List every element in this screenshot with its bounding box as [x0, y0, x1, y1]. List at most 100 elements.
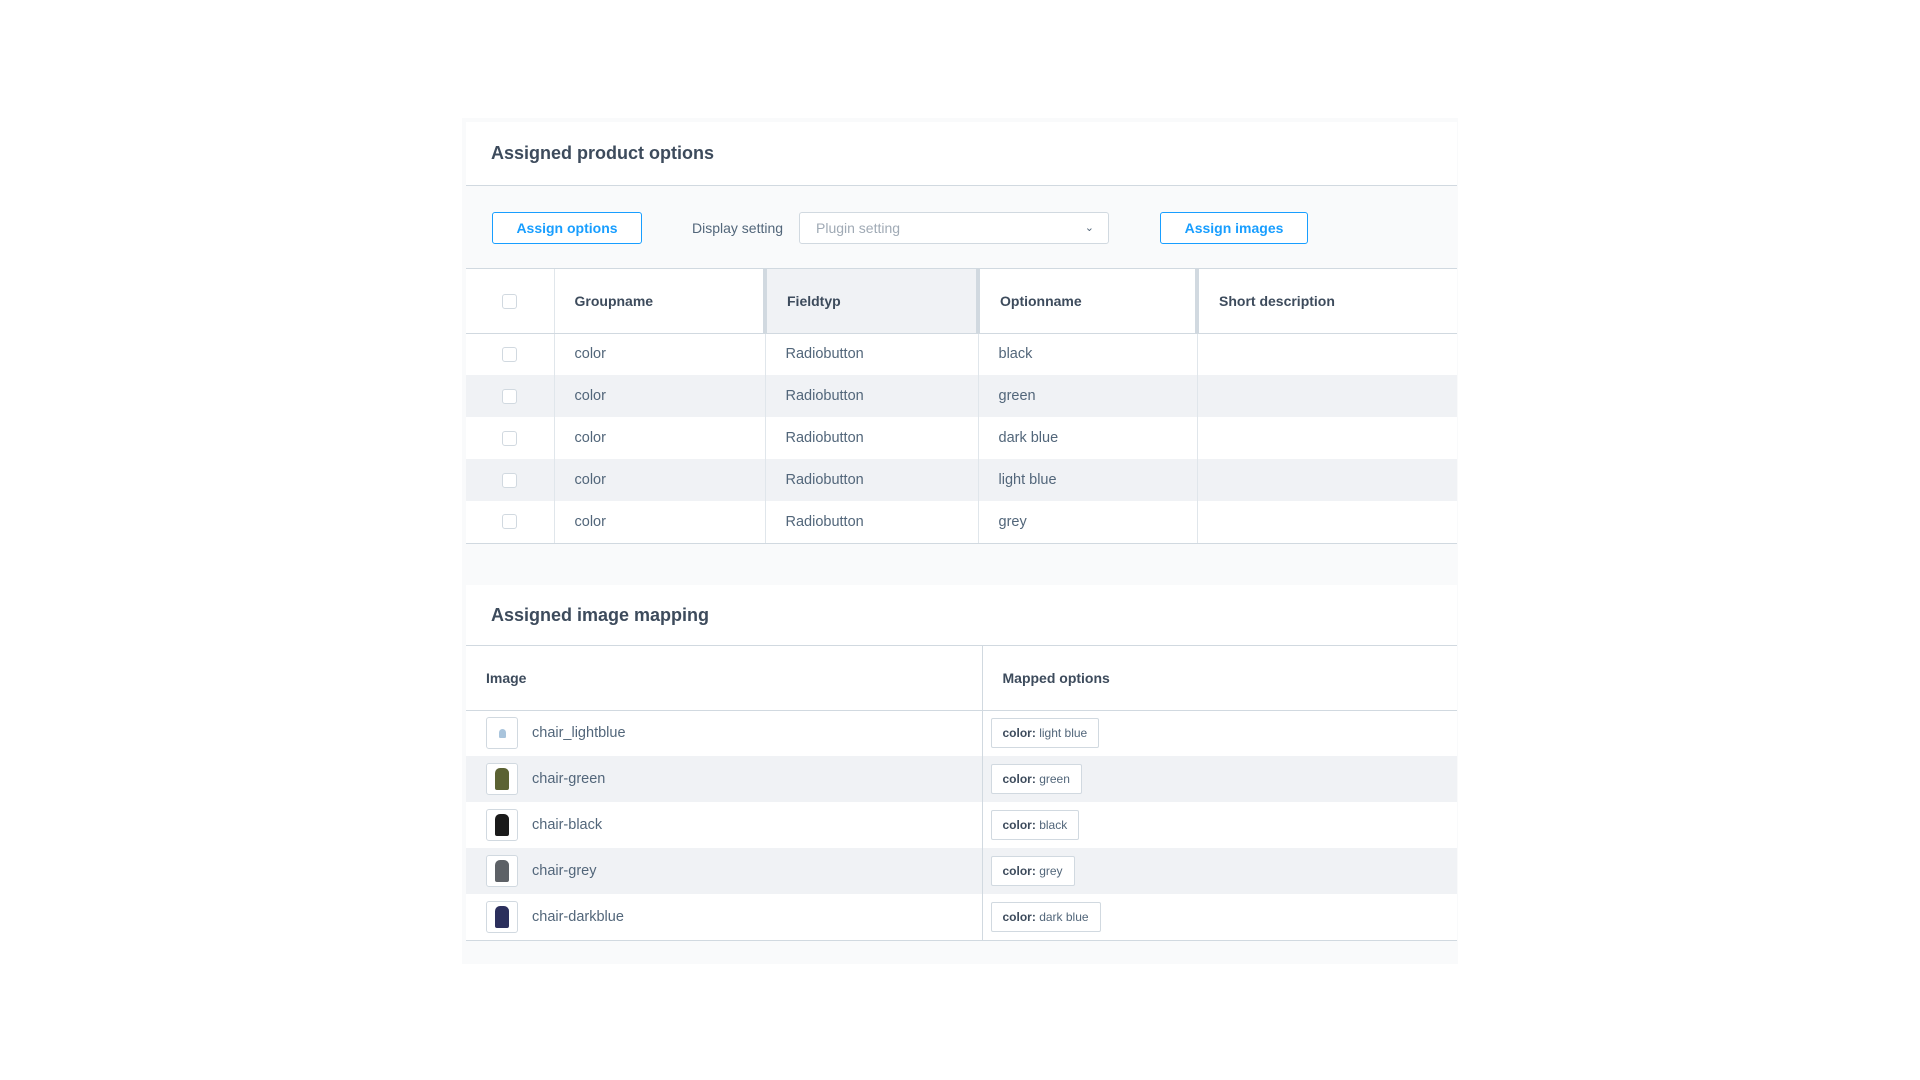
toolbar: Assign options Display setting Plugin se… [466, 186, 1457, 269]
assigned-options-card: Assigned product options Assign options … [466, 122, 1457, 544]
mapped-options-cell: color: green [982, 756, 1457, 802]
column-header-short-description[interactable]: Short description [1197, 269, 1457, 334]
row-checkbox-cell [466, 501, 555, 544]
tag-value: grey [1039, 864, 1063, 878]
image-cell: chair-black [466, 802, 983, 848]
select-value: Plugin setting [816, 220, 901, 236]
options-table: Groupname Fieldtyp Optionname Short desc… [466, 269, 1457, 544]
cell-short-description [1197, 375, 1457, 417]
tag-key: color: [1002, 772, 1036, 786]
tag-value: dark blue [1039, 909, 1089, 924]
cell-optionname: grey [978, 501, 1198, 544]
column-header-optionname[interactable]: Optionname [978, 269, 1199, 334]
tag-key: color: [1002, 726, 1036, 741]
option-tag: color: green [990, 764, 1082, 794]
cell-short-description [1197, 501, 1457, 544]
table-row: color Radiobutton light blue [466, 459, 1457, 501]
mapped-options-cell: color: dark blue [982, 894, 1457, 941]
cell-fieldtyp: Radiobutton [765, 501, 979, 544]
mapped-options-cell: color: grey [982, 848, 1457, 894]
row-checkbox-cell [466, 375, 555, 417]
row-checkbox-cell [466, 459, 555, 501]
table-row: chair-green color: green [466, 756, 1457, 802]
display-setting-label: Display setting [692, 220, 784, 236]
image-name: chair-darkblue [532, 908, 624, 925]
row-checkbox[interactable] [502, 514, 517, 530]
cell-fieldtyp: Radiobutton [765, 333, 979, 375]
image-cell: chair-green [466, 756, 983, 802]
column-header-fieldtyp[interactable]: Fieldtyp [765, 269, 980, 334]
image-name: chair-black [532, 816, 603, 833]
image-thumbnail[interactable] [486, 855, 518, 887]
image-cell: chair_lightblue [466, 710, 983, 756]
cell-short-description [1197, 333, 1457, 375]
assign-options-button[interactable]: Assign options [492, 212, 642, 244]
card-title: Assigned image mapping [466, 585, 1457, 646]
table-row: chair_lightblue color: light blue [466, 710, 1457, 756]
column-header-mapped-options: Mapped options [982, 646, 1457, 711]
column-header-image: Image [466, 646, 983, 711]
tag-value: green [1039, 772, 1070, 786]
image-name: chair-grey [532, 862, 597, 879]
table-row: color Radiobutton black [466, 333, 1457, 375]
cell-optionname: light blue [978, 459, 1198, 501]
tag-key: color: [1002, 864, 1036, 878]
cell-groupname: color [554, 417, 766, 459]
table-row: color Radiobutton dark blue [466, 417, 1457, 459]
row-checkbox[interactable] [502, 430, 517, 446]
option-tag: color: black [990, 810, 1080, 840]
assign-images-button[interactable]: Assign images [1160, 212, 1308, 244]
image-thumbnail[interactable] [486, 717, 518, 750]
cell-fieldtyp: Radiobutton [765, 375, 979, 417]
chair-icon [495, 768, 509, 790]
cell-short-description [1197, 459, 1457, 501]
cell-groupname: color [554, 375, 766, 417]
image-name: chair-green [532, 770, 606, 787]
card-title: Assigned product options [466, 122, 1457, 186]
chair-icon [495, 814, 509, 836]
cell-optionname: green [978, 375, 1198, 417]
image-thumbnail[interactable] [486, 809, 518, 841]
option-tag: color: dark blue [990, 901, 1101, 932]
chair-icon [495, 905, 509, 928]
row-checkbox-cell [466, 417, 555, 459]
cell-fieldtyp: Radiobutton [765, 417, 979, 459]
image-cell: chair-darkblue [466, 894, 983, 941]
chevron-down-icon: ⌄ [1084, 222, 1094, 234]
table-row: chair-grey color: grey [466, 848, 1457, 894]
cell-optionname: black [978, 333, 1198, 375]
cell-short-description [1197, 417, 1457, 459]
table-row: chair-black color: black [466, 802, 1457, 848]
column-header-groupname[interactable]: Groupname [554, 269, 767, 334]
table-row: color Radiobutton green [466, 375, 1457, 417]
tag-key: color: [1002, 909, 1036, 924]
select-all-cell [466, 269, 555, 334]
tag-key: color: [1002, 818, 1036, 832]
row-checkbox[interactable] [502, 346, 517, 362]
cell-fieldtyp: Radiobutton [765, 459, 979, 501]
row-checkbox-cell [466, 333, 555, 375]
table-row: color Radiobutton grey [466, 501, 1457, 544]
chair-icon [495, 860, 509, 882]
image-thumbnail[interactable] [486, 763, 518, 795]
select-all-checkbox[interactable] [502, 294, 517, 310]
image-cell: chair-grey [466, 848, 983, 894]
cell-groupname: color [554, 459, 766, 501]
mapped-options-cell: color: light blue [982, 710, 1457, 756]
cell-groupname: color [554, 333, 766, 375]
image-thumbnail[interactable] [486, 900, 518, 933]
row-checkbox[interactable] [502, 472, 517, 488]
display-setting-select[interactable]: Plugin setting ⌄ [799, 212, 1109, 244]
mapped-options-cell: color: black [982, 802, 1457, 848]
tag-value: black [1039, 818, 1068, 832]
table-row: chair-darkblue color: dark blue [466, 894, 1457, 941]
image-mapping-card: Assigned image mapping Image Mapped opti… [466, 585, 1457, 941]
image-mapping-table: Image Mapped options chair_lightblue col… [466, 646, 1457, 941]
tag-value: light blue [1039, 726, 1088, 741]
image-name: chair_lightblue [532, 725, 626, 742]
option-tag: color: grey [990, 856, 1075, 886]
cell-optionname: dark blue [978, 417, 1198, 459]
row-checkbox[interactable] [502, 388, 517, 404]
chair-icon [498, 728, 506, 738]
cell-groupname: color [554, 501, 766, 544]
